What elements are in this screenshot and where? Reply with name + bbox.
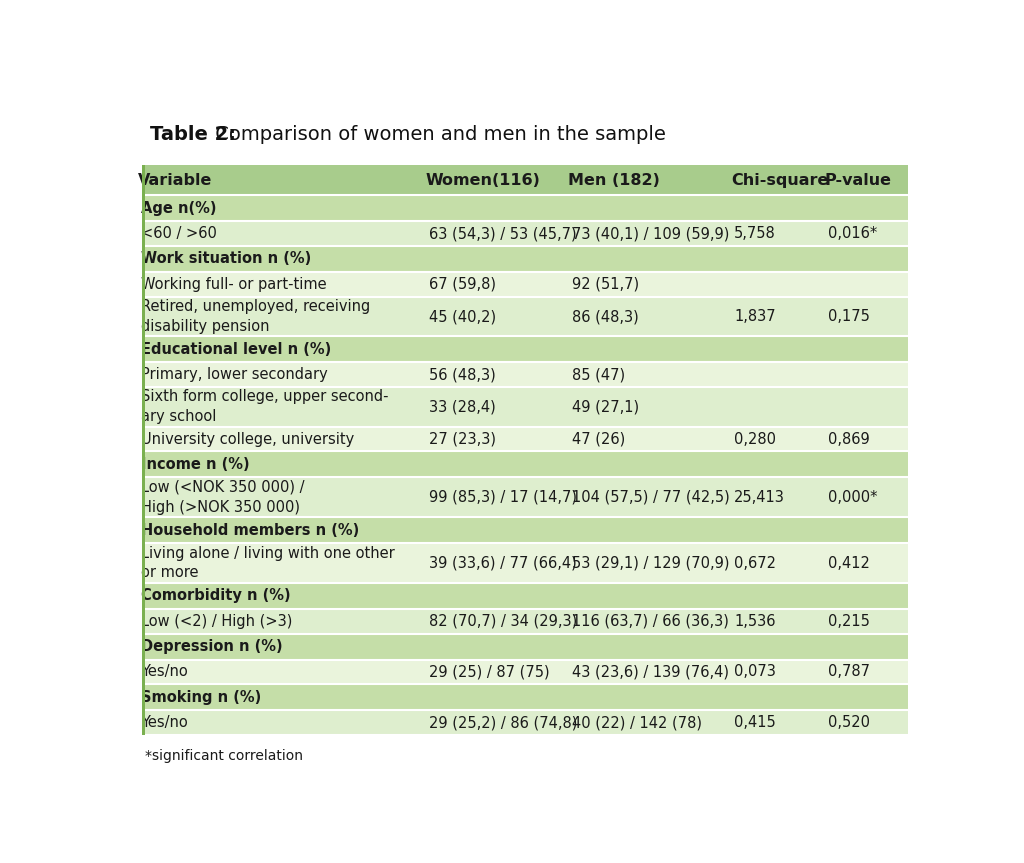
Text: 0,280: 0,280 [734,432,776,446]
Text: 25,413: 25,413 [734,490,785,505]
Text: High (>NOK 350 000): High (>NOK 350 000) [140,500,300,514]
Text: 43 (23,6) / 139 (76,4): 43 (23,6) / 139 (76,4) [571,665,728,679]
Text: 0,000*: 0,000* [827,490,878,505]
Text: or more: or more [140,565,198,581]
Text: 104 (57,5) / 77 (42,5): 104 (57,5) / 77 (42,5) [571,490,729,505]
Text: 67 (59,8): 67 (59,8) [429,277,496,292]
Text: 5,758: 5,758 [734,226,776,241]
Text: Chi-square: Chi-square [731,173,828,188]
Bar [142,246,907,272]
Text: P-value: P-value [824,173,892,188]
Text: 0,869: 0,869 [827,432,869,446]
Bar [142,609,907,633]
Text: Sixth form college, upper second-: Sixth form college, upper second- [140,389,388,405]
Text: Household members n (%): Household members n (%) [140,523,358,538]
Text: 1,536: 1,536 [734,614,776,629]
Text: Men (182): Men (182) [568,173,660,188]
Bar [142,387,907,427]
Text: 56 (48,3): 56 (48,3) [429,368,496,382]
Text: 47 (26): 47 (26) [571,432,625,446]
Text: 0,016*: 0,016* [827,226,878,241]
Text: Yes/no: Yes/no [140,665,187,679]
Text: Depression n (%): Depression n (%) [140,639,283,654]
Bar [142,451,907,477]
Bar [142,195,907,221]
Text: 0,787: 0,787 [827,665,869,679]
Text: 86 (48,3): 86 (48,3) [571,309,638,324]
Text: 27 (23,3): 27 (23,3) [429,432,496,446]
Bar [142,221,907,246]
Text: University college, university: University college, university [140,432,354,446]
Bar [142,684,907,710]
Text: 39 (33,6) / 77 (66,4): 39 (33,6) / 77 (66,4) [429,556,577,570]
Text: 33 (28,4): 33 (28,4) [429,400,496,414]
Bar [142,710,907,735]
Bar [142,659,907,684]
Text: Table 2:: Table 2: [150,125,236,144]
Bar [142,427,907,451]
Text: Variable: Variable [137,173,212,188]
Text: Retired, unemployed, receiving: Retired, unemployed, receiving [140,299,370,314]
Text: 82 (70,7) / 34 (29,3): 82 (70,7) / 34 (29,3) [429,614,577,629]
Text: Low (<2) / High (>3): Low (<2) / High (>3) [140,614,292,629]
Text: 0,215: 0,215 [827,614,869,629]
Text: Age n(%): Age n(%) [140,201,216,216]
Bar [142,583,907,609]
Bar [142,543,907,583]
Text: Low (<NOK 350 000) /: Low (<NOK 350 000) / [140,480,304,494]
Text: <60 / >60: <60 / >60 [140,226,216,241]
Text: Comorbidity n (%): Comorbidity n (%) [140,589,290,603]
Text: Living alone / living with one other: Living alone / living with one other [140,545,394,561]
Text: 92 (51,7): 92 (51,7) [571,277,639,292]
Bar [142,362,907,387]
Text: 49 (27,1): 49 (27,1) [571,400,639,414]
Text: *significant correlation: *significant correlation [145,749,303,763]
Bar [142,272,907,297]
Bar [142,297,907,337]
Text: 85 (47): 85 (47) [571,368,625,382]
Text: 0,672: 0,672 [734,556,776,570]
Text: Yes/no: Yes/no [140,715,187,730]
Text: 45 (40,2): 45 (40,2) [429,309,496,324]
Text: 29 (25,2) / 86 (74,8): 29 (25,2) / 86 (74,8) [429,715,578,730]
Text: Work situation n (%): Work situation n (%) [140,251,311,267]
Text: Women(116): Women(116) [426,173,541,188]
Text: 0,415: 0,415 [734,715,776,730]
Bar [142,165,145,735]
Text: Primary, lower secondary: Primary, lower secondary [140,368,328,382]
Text: 63 (54,3) / 53 (45,7): 63 (54,3) / 53 (45,7) [429,226,577,241]
Text: disability pension: disability pension [140,319,269,334]
Bar [142,165,907,195]
Bar [142,517,907,543]
Text: ary school: ary school [140,409,216,425]
Text: 53 (29,1) / 129 (70,9): 53 (29,1) / 129 (70,9) [571,556,729,570]
Text: 1,837: 1,837 [734,309,776,324]
Text: 116 (63,7) / 66 (36,3): 116 (63,7) / 66 (36,3) [571,614,728,629]
Text: 0,073: 0,073 [734,665,776,679]
Text: 40 (22) / 142 (78): 40 (22) / 142 (78) [571,715,701,730]
Text: 73 (40,1) / 109 (59,9): 73 (40,1) / 109 (59,9) [571,226,729,241]
Text: 0,520: 0,520 [827,715,869,730]
Text: Educational level n (%): Educational level n (%) [140,342,331,357]
Text: 29 (25) / 87 (75): 29 (25) / 87 (75) [429,665,549,679]
Bar [142,337,907,362]
Text: 0,175: 0,175 [827,309,869,324]
Text: Income n (%): Income n (%) [140,457,249,472]
Text: Comparison of women and men in the sample: Comparison of women and men in the sampl… [209,125,666,144]
Text: 0,412: 0,412 [827,556,869,570]
Text: Working full- or part-time: Working full- or part-time [140,277,327,292]
Text: Smoking n (%): Smoking n (%) [140,690,261,705]
Bar [142,633,907,659]
Bar [142,477,907,517]
Text: 99 (85,3) / 17 (14,7): 99 (85,3) / 17 (14,7) [429,490,577,505]
